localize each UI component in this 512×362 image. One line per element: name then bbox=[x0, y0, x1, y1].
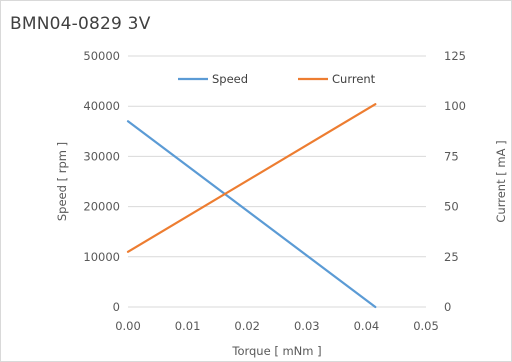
y2-tick-label: 75 bbox=[444, 149, 459, 163]
y2-tick-label: 100 bbox=[444, 99, 466, 113]
y2-axis-title: Current [ mA ] bbox=[494, 140, 508, 222]
x-tick-label: 0.01 bbox=[175, 319, 201, 333]
series-line-speed bbox=[126, 120, 377, 309]
y-tick-label: 50000 bbox=[83, 49, 120, 63]
x-tick-label: 0.03 bbox=[294, 319, 320, 333]
x-tick-label: 0.05 bbox=[413, 319, 439, 333]
x-axis-title: Torque [ mNm ] bbox=[231, 344, 321, 358]
y-tick-label: 30000 bbox=[83, 149, 120, 163]
y2-tick-label: 0 bbox=[444, 300, 451, 314]
x-tick-label: 0.00 bbox=[115, 319, 141, 333]
legend-label-current: Current bbox=[332, 72, 376, 86]
x-tick-label: 0.02 bbox=[234, 319, 260, 333]
x-tick-label: 0.04 bbox=[354, 319, 380, 333]
y-axis-title: Speed [ rpm ] bbox=[55, 142, 69, 221]
chart-title: BMN04-0829 3V bbox=[10, 14, 151, 34]
y2-tick-label: 125 bbox=[444, 49, 466, 63]
y-tick-label: 0 bbox=[113, 300, 120, 314]
y-tick-label: 40000 bbox=[83, 99, 120, 113]
y-tick-label: 20000 bbox=[83, 200, 120, 214]
series-line-current bbox=[126, 103, 377, 253]
y2-tick-label: 25 bbox=[444, 250, 459, 264]
y-tick-label: 10000 bbox=[83, 250, 120, 264]
y2-tick-label: 50 bbox=[444, 200, 459, 214]
legend-label-speed: Speed bbox=[212, 72, 248, 86]
